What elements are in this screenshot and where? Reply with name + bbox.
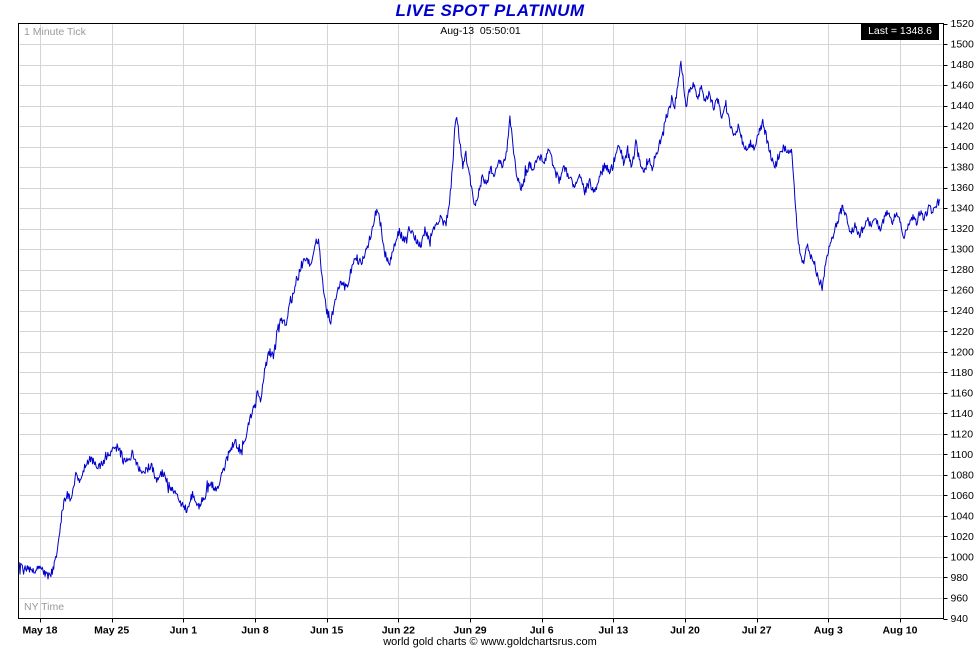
svg-text:Jul 27: Jul 27 xyxy=(742,625,772,637)
svg-text:1260: 1260 xyxy=(951,285,975,297)
svg-text:1140: 1140 xyxy=(951,408,974,420)
svg-text:1080: 1080 xyxy=(951,469,975,481)
svg-text:980: 980 xyxy=(951,572,969,584)
svg-text:1000: 1000 xyxy=(951,551,975,563)
svg-text:1280: 1280 xyxy=(951,264,975,276)
svg-text:1240: 1240 xyxy=(951,305,975,317)
svg-text:Aug 10: Aug 10 xyxy=(882,625,917,637)
svg-text:Jul 6: Jul 6 xyxy=(530,625,554,637)
svg-text:1320: 1320 xyxy=(951,223,975,235)
svg-text:1520: 1520 xyxy=(951,18,975,30)
svg-text:1440: 1440 xyxy=(951,100,975,112)
svg-text:1020: 1020 xyxy=(951,531,975,543)
svg-text:1160: 1160 xyxy=(951,387,974,399)
svg-text:Jun 15: Jun 15 xyxy=(310,625,343,637)
svg-text:1060: 1060 xyxy=(951,490,975,502)
svg-text:Jul 13: Jul 13 xyxy=(598,625,628,637)
svg-text:1380: 1380 xyxy=(951,162,975,174)
svg-text:1420: 1420 xyxy=(951,121,975,133)
svg-text:Jun 22: Jun 22 xyxy=(382,625,415,637)
svg-text:1340: 1340 xyxy=(951,203,975,215)
svg-text:1040: 1040 xyxy=(951,510,975,522)
svg-text:1300: 1300 xyxy=(951,244,975,256)
svg-text:Aug 3: Aug 3 xyxy=(814,625,843,637)
svg-text:1100: 1100 xyxy=(951,449,974,461)
footer-credit: world gold charts © www.goldchartsrus.co… xyxy=(383,636,597,648)
svg-text:Jul 20: Jul 20 xyxy=(670,625,700,637)
svg-text:1120: 1120 xyxy=(951,428,974,440)
svg-text:May 25: May 25 xyxy=(94,625,129,637)
svg-text:Jun 29: Jun 29 xyxy=(453,625,486,637)
svg-text:1480: 1480 xyxy=(951,59,975,71)
svg-text:Jun 8: Jun 8 xyxy=(241,625,269,637)
svg-text:1200: 1200 xyxy=(951,346,975,358)
chart-title: LIVE SPOT PLATINUM xyxy=(395,1,585,20)
svg-text:1360: 1360 xyxy=(951,182,975,194)
svg-text:Jun 1: Jun 1 xyxy=(170,625,198,637)
timezone-label: NY Time xyxy=(24,601,65,613)
chart-timestamp: Aug-13 05:50:01 xyxy=(440,25,521,37)
last-price-badge: Last = 1348.6 xyxy=(861,24,939,40)
svg-text:1400: 1400 xyxy=(951,141,975,153)
svg-text:1500: 1500 xyxy=(951,39,975,51)
svg-text:1220: 1220 xyxy=(951,326,975,338)
svg-text:1180: 1180 xyxy=(951,367,974,379)
tick-interval-label: 1 Minute Tick xyxy=(24,26,86,38)
svg-text:940: 940 xyxy=(951,613,969,625)
svg-text:960: 960 xyxy=(951,592,969,604)
svg-text:May 18: May 18 xyxy=(22,625,57,637)
svg-text:1460: 1460 xyxy=(951,80,975,92)
